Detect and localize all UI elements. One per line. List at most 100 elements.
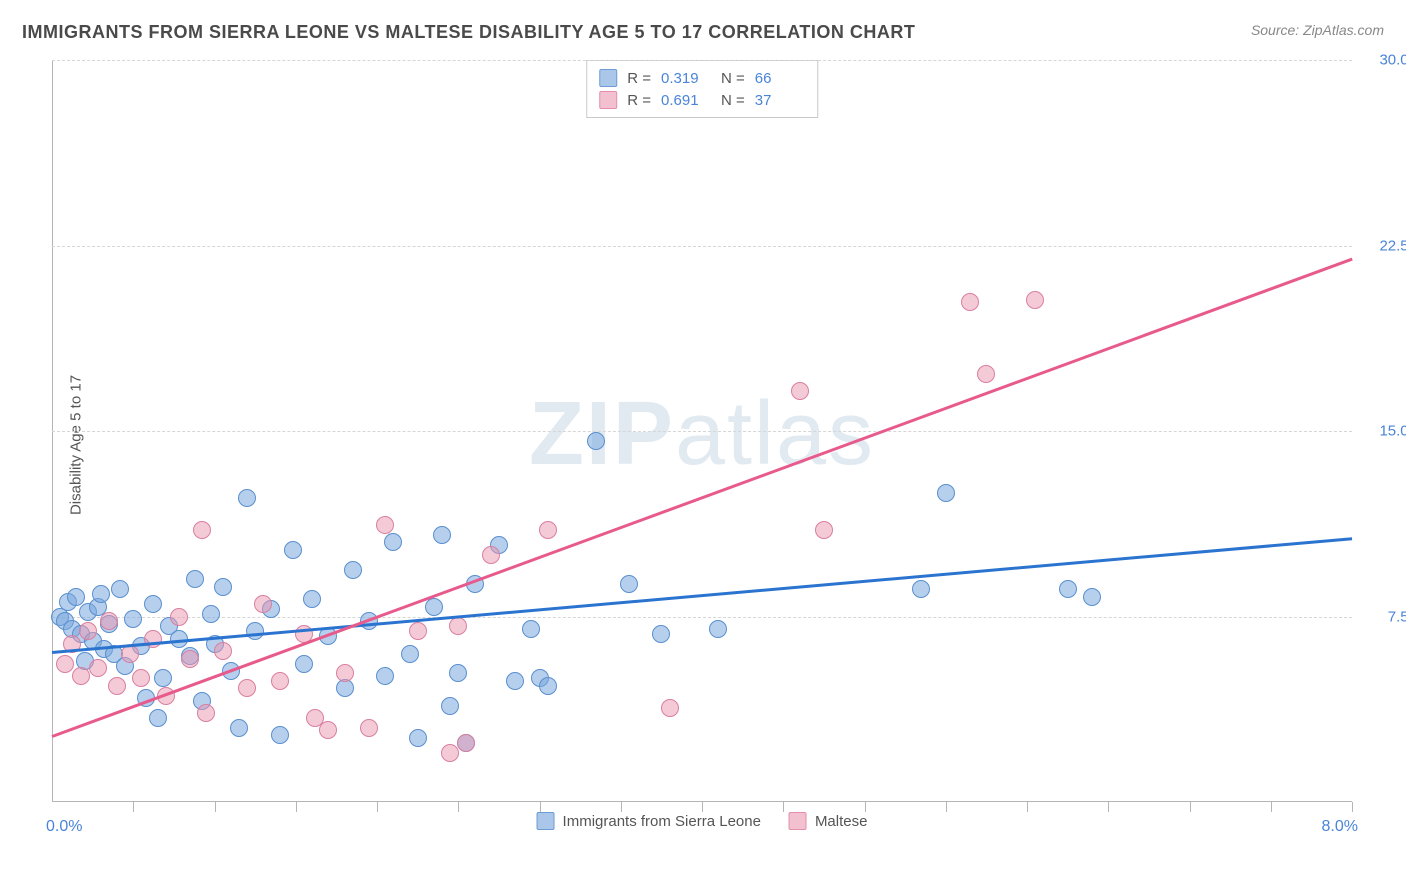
data-point <box>181 650 199 668</box>
data-point <box>912 580 930 598</box>
y-tick-label: 22.5% <box>1367 237 1406 254</box>
chart-title: IMMIGRANTS FROM SIERRA LEONE VS MALTESE … <box>22 22 915 43</box>
data-point <box>295 655 313 673</box>
data-point <box>441 697 459 715</box>
data-point <box>409 622 427 640</box>
data-point <box>449 617 467 635</box>
gridline <box>52 60 1352 61</box>
r-label: R = <box>627 70 651 87</box>
data-point <box>319 721 337 739</box>
data-point <box>238 679 256 697</box>
data-point <box>108 677 126 695</box>
x-tick <box>458 802 459 812</box>
x-tick <box>1352 802 1353 812</box>
data-point <box>376 516 394 534</box>
trend-line <box>52 537 1352 653</box>
x-tick <box>702 802 703 812</box>
gridline <box>52 246 1352 247</box>
data-point <box>271 726 289 744</box>
data-point <box>977 365 995 383</box>
y-tick-label: 7.5% <box>1367 608 1406 625</box>
gridline <box>52 431 1352 432</box>
n-label: N = <box>721 92 745 109</box>
data-point <box>1083 588 1101 606</box>
data-point <box>186 570 204 588</box>
x-tick <box>215 802 216 812</box>
correlation-legend: R = 0.319 N = 66 R = 0.691 N = 37 <box>586 60 818 118</box>
data-point <box>170 608 188 626</box>
data-point <box>89 659 107 677</box>
data-point <box>72 667 90 685</box>
legend-label-maltese: Maltese <box>815 813 868 830</box>
data-point <box>482 546 500 564</box>
source-prefix: Source: <box>1251 22 1303 38</box>
x-tick <box>1271 802 1272 812</box>
x-tick <box>946 802 947 812</box>
data-point <box>539 677 557 695</box>
data-point <box>246 622 264 640</box>
data-point <box>937 484 955 502</box>
series-legend: Immigrants from Sierra Leone Maltese <box>537 812 868 830</box>
x-tick <box>1027 802 1028 812</box>
swatch-maltese-icon <box>789 812 807 830</box>
data-point <box>376 667 394 685</box>
data-point <box>652 625 670 643</box>
y-tick-label: 15.0% <box>1367 423 1406 440</box>
data-point <box>506 672 524 690</box>
data-point <box>1026 291 1044 309</box>
data-point <box>457 734 475 752</box>
data-point <box>384 533 402 551</box>
data-point <box>441 744 459 762</box>
r-label: R = <box>627 92 651 109</box>
data-point <box>271 672 289 690</box>
data-point <box>254 595 272 613</box>
r-value-maltese: 0.691 <box>661 92 711 109</box>
gridline <box>52 617 1352 618</box>
data-point <box>425 598 443 616</box>
data-point <box>284 541 302 559</box>
data-point <box>79 622 97 640</box>
data-point <box>193 521 211 539</box>
data-point <box>214 578 232 596</box>
data-point <box>92 585 110 603</box>
data-point <box>344 561 362 579</box>
swatch-maltese-icon <box>599 91 617 109</box>
data-point <box>409 729 427 747</box>
data-point <box>121 645 139 663</box>
x-axis-min-label: 0.0% <box>46 818 82 836</box>
y-tick-label: 30.0% <box>1367 52 1406 69</box>
x-tick <box>377 802 378 812</box>
data-point <box>539 521 557 539</box>
data-point <box>401 645 419 663</box>
data-point <box>154 669 172 687</box>
data-point <box>100 612 118 630</box>
x-axis-max-label: 8.0% <box>1322 818 1358 836</box>
source-attribution: Source: ZipAtlas.com <box>1251 22 1384 38</box>
data-point <box>336 664 354 682</box>
x-tick <box>621 802 622 812</box>
legend-item-maltese: Maltese <box>789 812 868 830</box>
source-name: ZipAtlas.com <box>1303 22 1384 38</box>
x-tick <box>1190 802 1191 812</box>
x-tick <box>1108 802 1109 812</box>
data-point <box>230 719 248 737</box>
data-point <box>709 620 727 638</box>
data-point <box>238 489 256 507</box>
swatch-sierra-icon <box>599 69 617 87</box>
x-tick <box>783 802 784 812</box>
correlation-row-maltese: R = 0.691 N = 37 <box>599 89 805 111</box>
legend-label-sierra: Immigrants from Sierra Leone <box>563 813 761 830</box>
chart-area: Disability Age 5 to 17 ZIPatlas R = 0.31… <box>52 60 1352 830</box>
data-point <box>449 664 467 682</box>
data-point <box>1059 580 1077 598</box>
swatch-sierra-icon <box>537 812 555 830</box>
x-tick <box>540 802 541 812</box>
data-point <box>149 709 167 727</box>
x-tick <box>133 802 134 812</box>
data-point <box>961 293 979 311</box>
legend-item-sierra: Immigrants from Sierra Leone <box>537 812 761 830</box>
n-label: N = <box>721 70 745 87</box>
data-point <box>360 719 378 737</box>
data-point <box>197 704 215 722</box>
data-point <box>303 590 321 608</box>
